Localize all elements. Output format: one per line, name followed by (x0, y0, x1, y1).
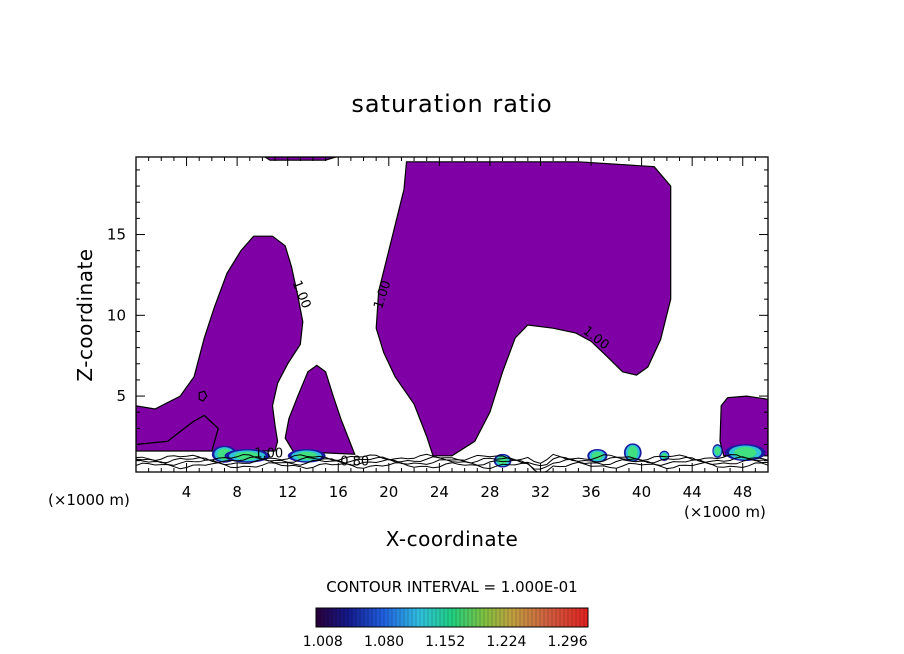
colorbar-tick-label: 1.296 (548, 634, 588, 650)
hotspot-core (234, 451, 260, 460)
x-tick-label: 20 (379, 483, 398, 501)
plot-area-lines (136, 453, 768, 472)
y-axis-label: Z-coordinate (73, 248, 97, 381)
colorbar-tick-label: 1.224 (486, 634, 526, 650)
x-tick-label: 48 (733, 483, 752, 501)
hotspot-core (734, 446, 757, 459)
x-tick-label: 24 (430, 483, 449, 501)
hotspot-core (714, 446, 721, 456)
contour-label: 0.80 (340, 455, 369, 470)
contour-interval-text: CONTOUR INTERVAL = 1.000E-01 (326, 578, 577, 596)
surface-contour-line (136, 458, 768, 470)
cloud-region-small-blob (198, 390, 208, 402)
colorbar-tick-labels: 1.008 1.080 1.152 1.224 1.296 (303, 634, 588, 650)
plot-area-fills (136, 157, 768, 468)
hotspot-core (627, 446, 638, 460)
colorbar-tick-label: 1.008 (303, 634, 343, 650)
x-tick-label: 44 (683, 483, 702, 501)
x-tick-label: 16 (329, 483, 348, 501)
x-tick-label: 28 (480, 483, 499, 501)
x-unit-left: (×1000 m) (48, 491, 130, 509)
cloud-region-left-cloud-base (136, 414, 219, 452)
cloud-region-left-cloud (136, 235, 304, 452)
chart-title: saturation ratio (351, 90, 552, 118)
colorbar-tick-label: 1.080 (364, 634, 404, 650)
cloud-region-right-edge-cloud (719, 395, 768, 457)
surface-contour-line (136, 456, 768, 467)
x-tick-label: 36 (581, 483, 600, 501)
colorbar-tick-label: 1.152 (425, 634, 465, 650)
x-tick-label: 32 (531, 483, 550, 501)
x-unit-right: (×1000 m) (684, 503, 766, 521)
y-tick-label: 5 (116, 387, 126, 405)
cloud-region-right-lobe (284, 364, 356, 455)
x-tick-label: 40 (632, 483, 651, 501)
x-tick-label: 8 (232, 483, 242, 501)
cloud-region-central-anvil (375, 161, 672, 457)
colorbar-stripes (319, 608, 585, 627)
colorbar (315, 607, 589, 628)
y-tick-label: 15 (107, 226, 126, 244)
surface-contour-line (136, 453, 768, 464)
x-axis-label: X-coordinate (386, 527, 519, 551)
hotspot-core (661, 453, 668, 459)
surface-contour-line (136, 461, 768, 472)
y-tick-label: 10 (107, 306, 126, 324)
x-tick-label: 12 (278, 483, 297, 501)
contour-label: 1.00 (254, 446, 283, 461)
x-tick-label: 4 (182, 483, 192, 501)
